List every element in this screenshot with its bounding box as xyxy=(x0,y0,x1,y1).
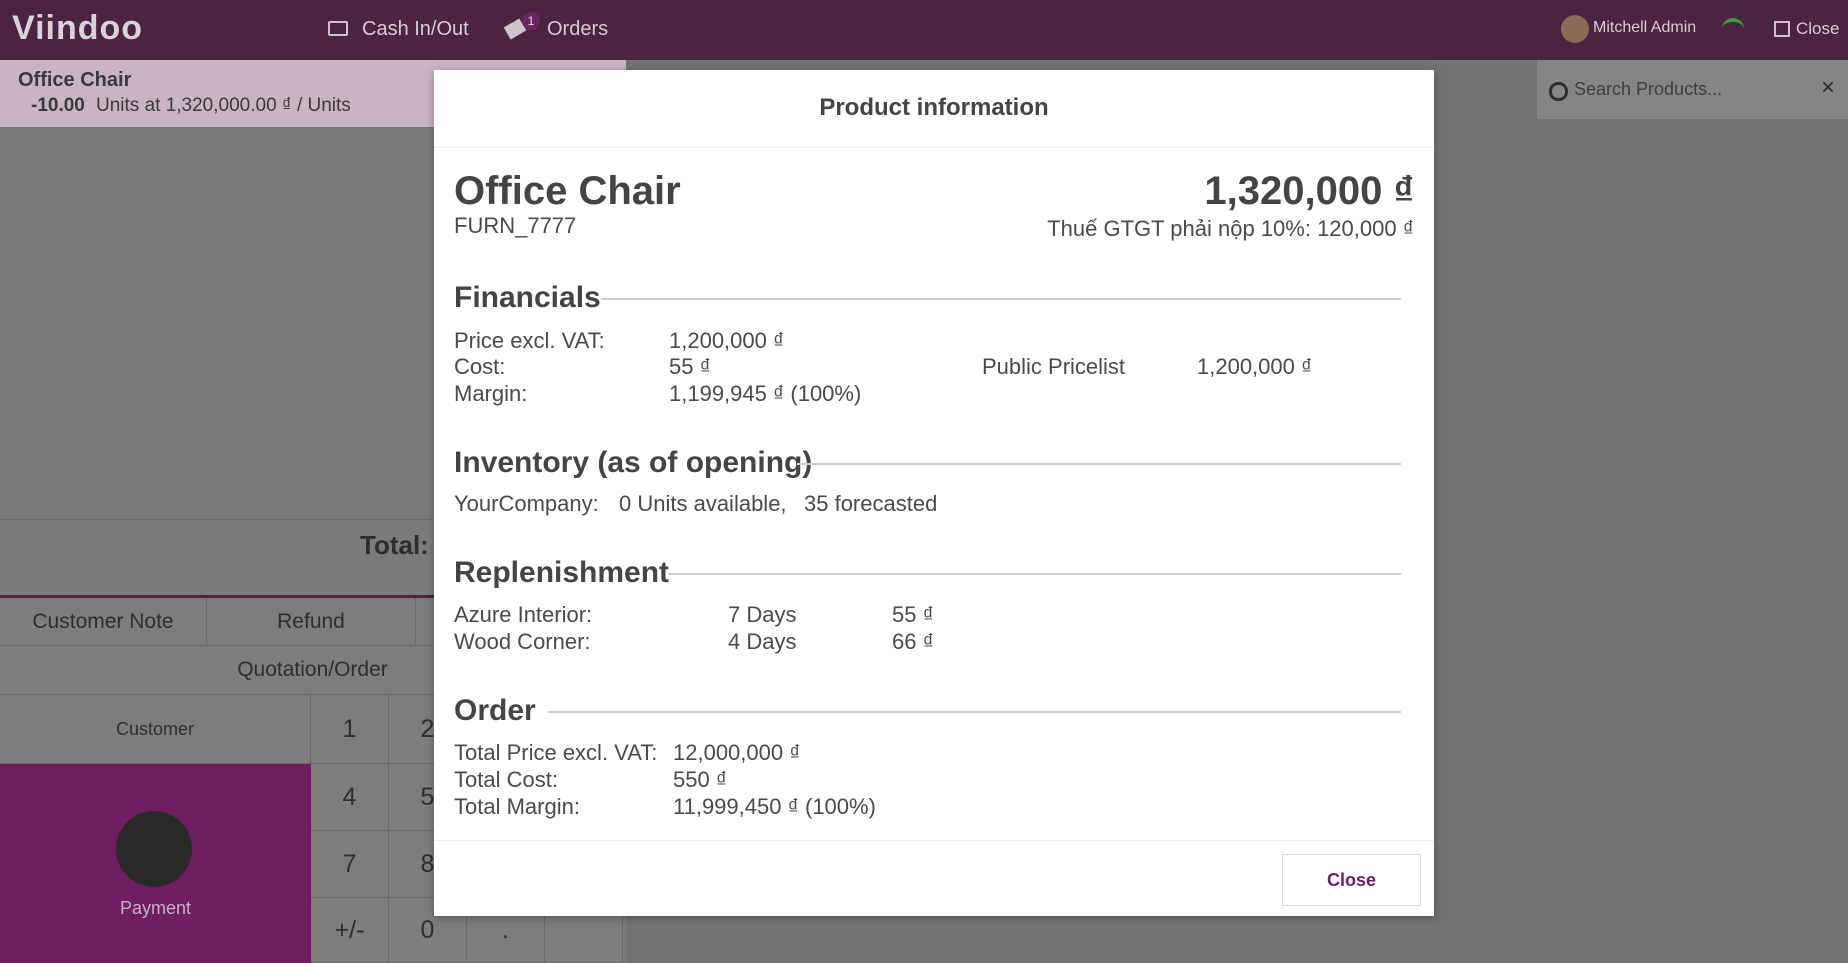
numpad-key[interactable]: 1 xyxy=(311,695,389,764)
row-value: 550 ₫ xyxy=(673,767,728,792)
section-rule xyxy=(548,711,1401,713)
section-heading: Replenishment xyxy=(454,556,670,589)
cash-icon xyxy=(328,21,348,36)
row-value: 55 ₫ xyxy=(669,354,711,379)
clear-icon[interactable]: × xyxy=(1821,74,1836,101)
row-value: 11,999,450 ₫ (100%) xyxy=(673,794,876,819)
numpad-key[interactable]: +/- xyxy=(311,898,389,963)
row-price: 55 ₫ xyxy=(892,602,934,627)
search-placeholder: Search Products... xyxy=(1574,79,1723,99)
row-label: Wood Corner: xyxy=(454,629,591,654)
section-rule xyxy=(797,463,1401,465)
customer-button[interactable]: Customer xyxy=(0,695,311,764)
product-price: 1,320,000 ₫ xyxy=(1204,169,1414,213)
customer-note-button[interactable]: Customer Note xyxy=(0,598,207,646)
payment-icon xyxy=(116,811,192,887)
row-price: 66 ₫ xyxy=(892,629,934,654)
close-icon xyxy=(1774,21,1790,37)
section-heading: Inventory (as of opening) xyxy=(454,446,813,479)
product-name: Office Chair xyxy=(454,169,681,213)
divider xyxy=(0,519,626,520)
section-rule xyxy=(668,573,1401,575)
order-product: Office Chair xyxy=(18,69,132,91)
label: . xyxy=(502,915,509,944)
label: 8 xyxy=(420,849,435,878)
modal: Product information Office Chair FURN_77… xyxy=(434,70,1434,916)
refund-button[interactable]: Refund xyxy=(207,598,416,646)
numpad-key[interactable]: 7 xyxy=(311,831,389,898)
row-label: Margin: xyxy=(454,381,528,406)
label: Customer Note xyxy=(32,609,174,633)
orders[interactable]: Orders xyxy=(547,18,609,40)
label: 1 xyxy=(342,714,357,743)
divider xyxy=(434,147,1434,148)
divider xyxy=(434,840,1434,841)
close-session[interactable]: Close xyxy=(1796,19,1840,38)
forecasted: 35 forecasted xyxy=(804,491,938,516)
label: 7 xyxy=(342,849,357,878)
row-value: 1,200,000 ₫ xyxy=(669,328,785,353)
pricelist-name: Public Pricelist xyxy=(982,354,1126,379)
section-rule xyxy=(601,298,1401,300)
label: 4 xyxy=(342,782,357,811)
brand: Viindoo xyxy=(12,9,144,47)
label: 5 xyxy=(420,782,435,811)
label: 2 xyxy=(420,714,435,743)
cash-in-out[interactable]: Cash In/Out xyxy=(362,18,469,40)
row-label: Total Cost: xyxy=(454,767,558,792)
search-bar[interactable]: Search Products... × xyxy=(1537,60,1848,119)
row-days: 7 Days xyxy=(728,602,797,627)
product-code: FURN_7777 xyxy=(454,213,577,238)
wifi-icon xyxy=(1722,18,1744,36)
label: +/- xyxy=(334,915,365,944)
numpad-key[interactable]: 4 xyxy=(311,764,389,831)
label: Refund xyxy=(277,609,345,633)
row-label: Total Price excl. VAT: xyxy=(454,740,658,765)
row-label: Azure Interior: xyxy=(454,602,593,627)
close-button[interactable]: Close xyxy=(1282,854,1421,906)
order-qty: -10.00 xyxy=(31,95,85,116)
row-value: 12,000,000 ₫ xyxy=(673,740,801,765)
total-label: Total: xyxy=(360,530,429,560)
label: 0 xyxy=(420,915,435,944)
row-label: YourCompany: xyxy=(454,491,599,516)
row-value: 1,199,945 ₫ (100%) xyxy=(669,381,862,406)
orders-badge: 1 xyxy=(522,12,540,30)
user-name[interactable]: Mitchell Admin xyxy=(1593,19,1697,36)
divider xyxy=(0,595,626,598)
order-detail: Units at 1,320,000.00 ₫ / Units xyxy=(96,95,351,116)
section-heading: Financials xyxy=(454,281,601,314)
payment-button[interactable]: Payment xyxy=(0,764,311,963)
row-label: Cost: xyxy=(454,354,506,379)
row-days: 4 Days xyxy=(728,629,797,654)
available: 0 Units available, xyxy=(619,491,787,516)
payment-label: Payment xyxy=(119,898,192,918)
modal-title: Product information xyxy=(819,94,1049,121)
section-heading: Order xyxy=(454,694,536,727)
label: Customer xyxy=(115,718,195,739)
product-tax: Thuế GTGT phải nộp 10%: 120,000 ₫ xyxy=(1047,216,1414,241)
topbar: Viindoo Cash In/Out 1 Orders Mitchell Ad… xyxy=(0,0,1848,60)
avatar xyxy=(1561,15,1589,43)
search-icon xyxy=(1549,82,1568,101)
row-label: Price excl. VAT: xyxy=(454,328,605,353)
pricelist-value: 1,200,000 ₫ xyxy=(1197,354,1313,379)
row-label: Total Margin: xyxy=(454,794,580,819)
label: Quotation/Order xyxy=(237,658,388,681)
label: Close xyxy=(1326,869,1377,890)
